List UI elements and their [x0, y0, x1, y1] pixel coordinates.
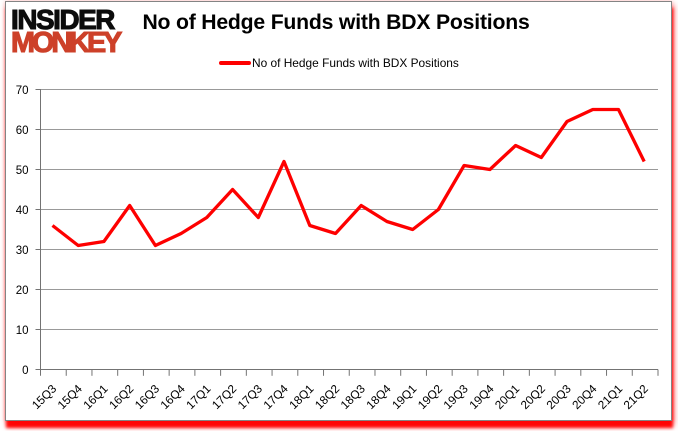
svg-text:40: 40: [16, 205, 29, 217]
svg-text:16Q3: 16Q3: [132, 381, 163, 412]
svg-text:30: 30: [16, 245, 29, 257]
svg-text:17Q2: 17Q2: [209, 382, 239, 412]
svg-text:17Q4: 17Q4: [260, 381, 291, 412]
svg-text:70: 70: [16, 85, 29, 97]
svg-text:19Q4: 19Q4: [466, 381, 497, 412]
svg-text:19Q3: 19Q3: [441, 381, 472, 412]
svg-text:20Q2: 20Q2: [518, 382, 548, 412]
svg-text:16Q4: 16Q4: [158, 381, 189, 412]
svg-text:50: 50: [16, 165, 29, 177]
svg-text:18Q2: 18Q2: [312, 382, 342, 412]
svg-text:18Q1: 18Q1: [286, 382, 316, 412]
svg-text:60: 60: [16, 125, 29, 137]
svg-text:0: 0: [22, 365, 28, 377]
svg-text:17Q3: 17Q3: [235, 381, 266, 412]
svg-text:15Q4: 15Q4: [55, 381, 86, 412]
svg-text:10: 10: [16, 325, 29, 337]
svg-text:19Q1: 19Q1: [389, 382, 419, 412]
svg-text:18Q4: 18Q4: [363, 381, 394, 412]
svg-text:19Q2: 19Q2: [415, 382, 445, 412]
svg-text:20Q1: 20Q1: [492, 382, 522, 412]
svg-text:17Q1: 17Q1: [183, 382, 213, 412]
svg-text:16Q1: 16Q1: [80, 382, 110, 412]
svg-text:15Q3: 15Q3: [29, 381, 60, 412]
svg-text:21Q1: 21Q1: [595, 382, 625, 412]
svg-text:21Q2: 21Q2: [621, 382, 651, 412]
svg-text:18Q3: 18Q3: [338, 381, 369, 412]
svg-text:20Q3: 20Q3: [543, 381, 574, 412]
svg-text:20Q4: 20Q4: [569, 381, 600, 412]
svg-text:16Q2: 16Q2: [106, 382, 136, 412]
svg-text:20: 20: [16, 285, 29, 297]
